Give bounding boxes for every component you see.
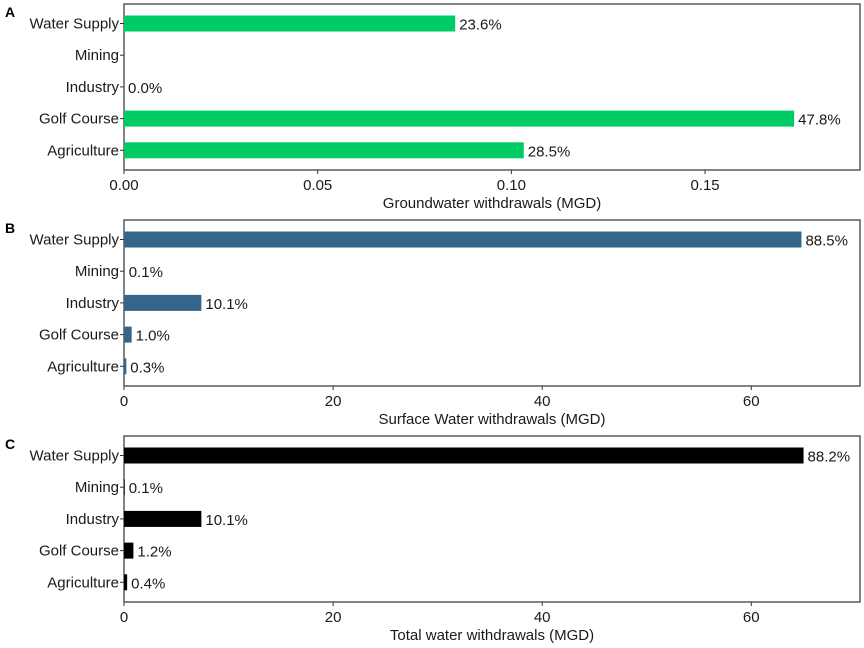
panel-c-data-label-golf-course: 1.2%	[137, 544, 171, 561]
panel-c-category-label-water-supply: Water Supply	[30, 448, 120, 465]
panel-b-bar-mining	[124, 263, 125, 280]
panel-a: A 23.6% 0.0% 47.8% 28.5% Water Supply Mining…	[5, 3, 861, 212]
panel-b-bars	[124, 231, 802, 375]
panel-b: B 88.5% 0.1% 10.1% 1.0% 0.3% Water Supply Min…	[5, 219, 861, 428]
panel-c-bar-water-supply	[124, 447, 804, 464]
panel-b-data-label-water-supply: 88.5%	[805, 233, 848, 250]
panel-a-category-label-industry: Industry	[66, 79, 120, 96]
panel-a-bar-agriculture	[124, 142, 524, 159]
panel-a-x-tick-label-3: 0.15	[690, 177, 719, 194]
panel-c-x-ticks: 0 20 40 60	[120, 602, 760, 626]
panel-a-data-label-water-supply: 23.6%	[459, 17, 502, 34]
panel-a-category-label-golf-course: Golf Course	[39, 111, 119, 128]
panel-a-x-ticks: 0.00 0.05 0.10 0.15	[109, 170, 720, 194]
panel-b-data-label-mining: 0.1%	[129, 264, 163, 281]
panel-c-bar-agriculture	[124, 574, 128, 591]
panel-b-category-label-golf-course: Golf Course	[39, 327, 119, 344]
panel-a-bars	[124, 15, 795, 159]
panel-c-bars	[124, 447, 804, 591]
panel-c-category-labels: Water Supply Mining Industry Golf Course Agr…	[30, 448, 124, 591]
panel-b-data-labels: 88.5% 0.1% 10.1% 1.0% 0.3%	[129, 233, 848, 377]
panel-a-category-label-mining: Mining	[75, 47, 119, 64]
panel-c-category-label-agriculture: Agriculture	[47, 574, 119, 591]
panel-b-x-axis-title: Surface Water withdrawals (MGD)	[379, 411, 606, 428]
panel-c-x-axis-title: Total water withdrawals (MGD)	[390, 627, 594, 644]
panel-a-category-label-agriculture: Agriculture	[47, 142, 119, 159]
panel-b-data-label-agriculture: 0.3%	[130, 359, 164, 376]
panel-c-bar-golf-course	[124, 542, 134, 559]
panel-c-data-label-water-supply: 88.2%	[808, 449, 851, 466]
panel-c-data-label-industry: 10.1%	[205, 512, 248, 529]
panel-a-bar-golf-course	[124, 110, 795, 127]
panel-a-x-tick-label-2: 0.10	[497, 177, 526, 194]
panel-c-data-labels: 88.2% 0.1% 10.1% 1.2% 0.4%	[129, 449, 850, 593]
panel-c-data-label-agriculture: 0.4%	[131, 575, 165, 592]
panel-b-x-tick-label-1: 20	[325, 393, 342, 410]
panel-b-bar-golf-course	[124, 326, 132, 343]
panel-b-category-labels: Water Supply Mining Industry Golf Course Agr…	[30, 232, 124, 375]
panel-b-bar-industry	[124, 294, 202, 311]
panel-b-bar-water-supply	[124, 231, 802, 248]
panel-b-x-tick-label-3: 60	[743, 393, 760, 410]
panel-b-category-label-water-supply: Water Supply	[30, 232, 120, 249]
panel-a-category-labels: Water Supply Mining Industry Golf Course Agr…	[30, 16, 124, 159]
panel-c-data-label-mining: 0.1%	[129, 480, 163, 497]
panel-c-x-tick-label-0: 0	[120, 609, 128, 626]
panel-a-x-tick-label-0: 0.00	[109, 177, 138, 194]
panel-a-x-axis-title: Groundwater withdrawals (MGD)	[383, 195, 601, 212]
panel-a-bar-water-supply	[124, 15, 456, 32]
panel-c-bar-mining	[124, 479, 125, 496]
panel-c-x-tick-label-3: 60	[743, 609, 760, 626]
panel-b-category-label-mining: Mining	[75, 263, 119, 280]
panel-a-x-tick-label-1: 0.05	[303, 177, 332, 194]
panel-c-bar-industry	[124, 510, 202, 527]
panel-b-x-tick-label-2: 40	[534, 393, 551, 410]
panel-b-bar-agriculture	[124, 358, 127, 375]
panel-c-category-label-industry: Industry	[66, 511, 120, 528]
panel-a-tag: A	[5, 4, 15, 20]
panel-b-category-label-agriculture: Agriculture	[47, 358, 119, 375]
panel-c-x-tick-label-2: 40	[534, 609, 551, 626]
panel-b-tag: B	[5, 220, 15, 236]
panel-a-data-label-golf-course: 47.8%	[798, 112, 841, 129]
panel-c-category-label-mining: Mining	[75, 479, 119, 496]
panel-b-x-ticks: 0 20 40 60	[120, 386, 760, 410]
panel-a-data-labels: 23.6% 0.0% 47.8% 28.5%	[128, 17, 841, 161]
panel-a-data-label-industry: 0.0%	[128, 80, 162, 97]
panel-c-category-label-golf-course: Golf Course	[39, 543, 119, 560]
panel-b-data-label-golf-course: 1.0%	[136, 328, 170, 345]
panel-c-x-tick-label-1: 20	[325, 609, 342, 626]
panel-b-data-label-industry: 10.1%	[205, 296, 248, 313]
panel-a-category-label-water-supply: Water Supply	[30, 16, 120, 33]
panel-c-tag: C	[5, 436, 15, 452]
panel-b-category-label-industry: Industry	[66, 295, 120, 312]
panel-c: C 88.2% 0.1% 10.1% 1.2% 0.4% Water Supply Min…	[5, 435, 861, 644]
panel-a-data-label-agriculture: 28.5%	[528, 143, 571, 160]
panel-b-x-tick-label-0: 0	[120, 393, 128, 410]
